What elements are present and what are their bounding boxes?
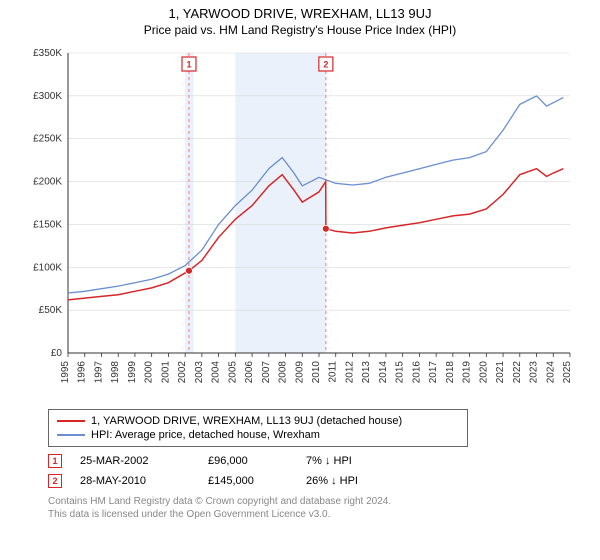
xtick-label: 2019 [462,361,473,384]
ytick-label: £300K [33,91,62,102]
xtick-label: 2014 [378,361,389,384]
sale-price: £96,000 [208,455,288,467]
sale-marker: 1 [48,454,62,468]
sale-flag-label: 2 [323,60,328,70]
xtick-label: 2011 [328,361,339,383]
footer-line1: Contains HM Land Registry data © Crown c… [48,495,580,508]
legend-row: 1, YARWOOD DRIVE, WREXHAM, LL13 9UJ (det… [57,414,459,428]
legend-row: HPI: Average price, detached house, Wrex… [57,428,459,442]
footer-attribution: Contains HM Land Registry data © Crown c… [48,495,580,521]
xtick-label: 1997 [93,361,104,384]
sale-date: 25-MAR-2002 [80,455,190,467]
sales-row: 2 28-MAY-2010 £145,000 26% ↓ HPI [48,471,580,491]
xtick-label: 2000 [144,361,155,384]
sales-row: 1 25-MAR-2002 £96,000 7% ↓ HPI [48,451,580,471]
highlight-band [235,53,326,353]
page-title: 1, YARWOOD DRIVE, WREXHAM, LL13 9UJ [0,0,600,23]
legend-label: HPI: Average price, detached house, Wrex… [91,429,320,441]
xtick-label: 2016 [411,361,422,384]
ytick-label: £50K [39,305,63,316]
sale-marker: 2 [48,474,62,488]
xtick-label: 2018 [445,361,456,384]
xtick-label: 2012 [344,361,355,384]
ytick-label: £200K [33,177,62,188]
xtick-label: 2017 [428,361,439,384]
ytick-label: £100K [33,262,62,273]
page-subtitle: Price paid vs. HM Land Registry's House … [0,23,600,43]
chart-svg: £0 £50K £100K £150K £200K £250K £300K £350K 1995… [20,43,580,403]
sale-point [322,225,329,232]
xtick-label: 2004 [211,361,222,384]
sale-diff: 26% ↓ HPI [306,475,406,487]
xtick-label: 2022 [512,361,523,384]
legend-label: 1, YARWOOD DRIVE, WREXHAM, LL13 9UJ (det… [91,415,402,427]
xtick-label: 2020 [478,361,489,384]
xtick-label: 2009 [294,361,305,384]
ytick-label: £250K [33,134,62,145]
sale-date: 28-MAY-2010 [80,475,190,487]
sales-table: 1 25-MAR-2002 £96,000 7% ↓ HPI 2 28-MAY-2010 £… [48,451,580,491]
xtick-label: 2008 [278,361,289,384]
ytick-label: £0 [51,348,63,359]
ytick-label: £350K [33,48,62,59]
xtick-label: 2025 [562,361,573,384]
xtick-label: 2001 [160,361,171,384]
xtick-label: 2023 [529,361,540,384]
legend: 1, YARWOOD DRIVE, WREXHAM, LL13 9UJ (det… [48,409,468,447]
xtick-label: 2003 [194,361,205,384]
footer-line2: This data is licensed under the Open Gov… [48,508,580,521]
sale-diff: 7% ↓ HPI [306,455,406,467]
xtick-label: 1998 [110,361,121,384]
xtick-label: 2024 [545,361,556,384]
xtick-label: 1999 [127,361,138,384]
xtick-label: 2013 [361,361,372,384]
xtick-label: 1995 [60,361,71,384]
xtick-label: 2010 [311,361,322,384]
xtick-label: 2006 [244,361,255,384]
ytick-label: £150K [33,219,62,230]
xtick-label: 2005 [227,361,238,384]
xtick-label: 2021 [495,361,506,384]
xtick-label: 2015 [395,361,406,384]
legend-swatch [57,434,85,436]
xtick-label: 2002 [177,361,188,384]
sale-flag-label: 1 [186,60,191,70]
xtick-label: 1996 [77,361,88,384]
price-chart: £0 £50K £100K £150K £200K £250K £300K £350K 1995… [20,43,580,403]
sale-price: £145,000 [208,475,288,487]
xtick-label: 2007 [261,361,272,384]
sale-point [185,267,192,274]
legend-swatch [57,420,85,422]
